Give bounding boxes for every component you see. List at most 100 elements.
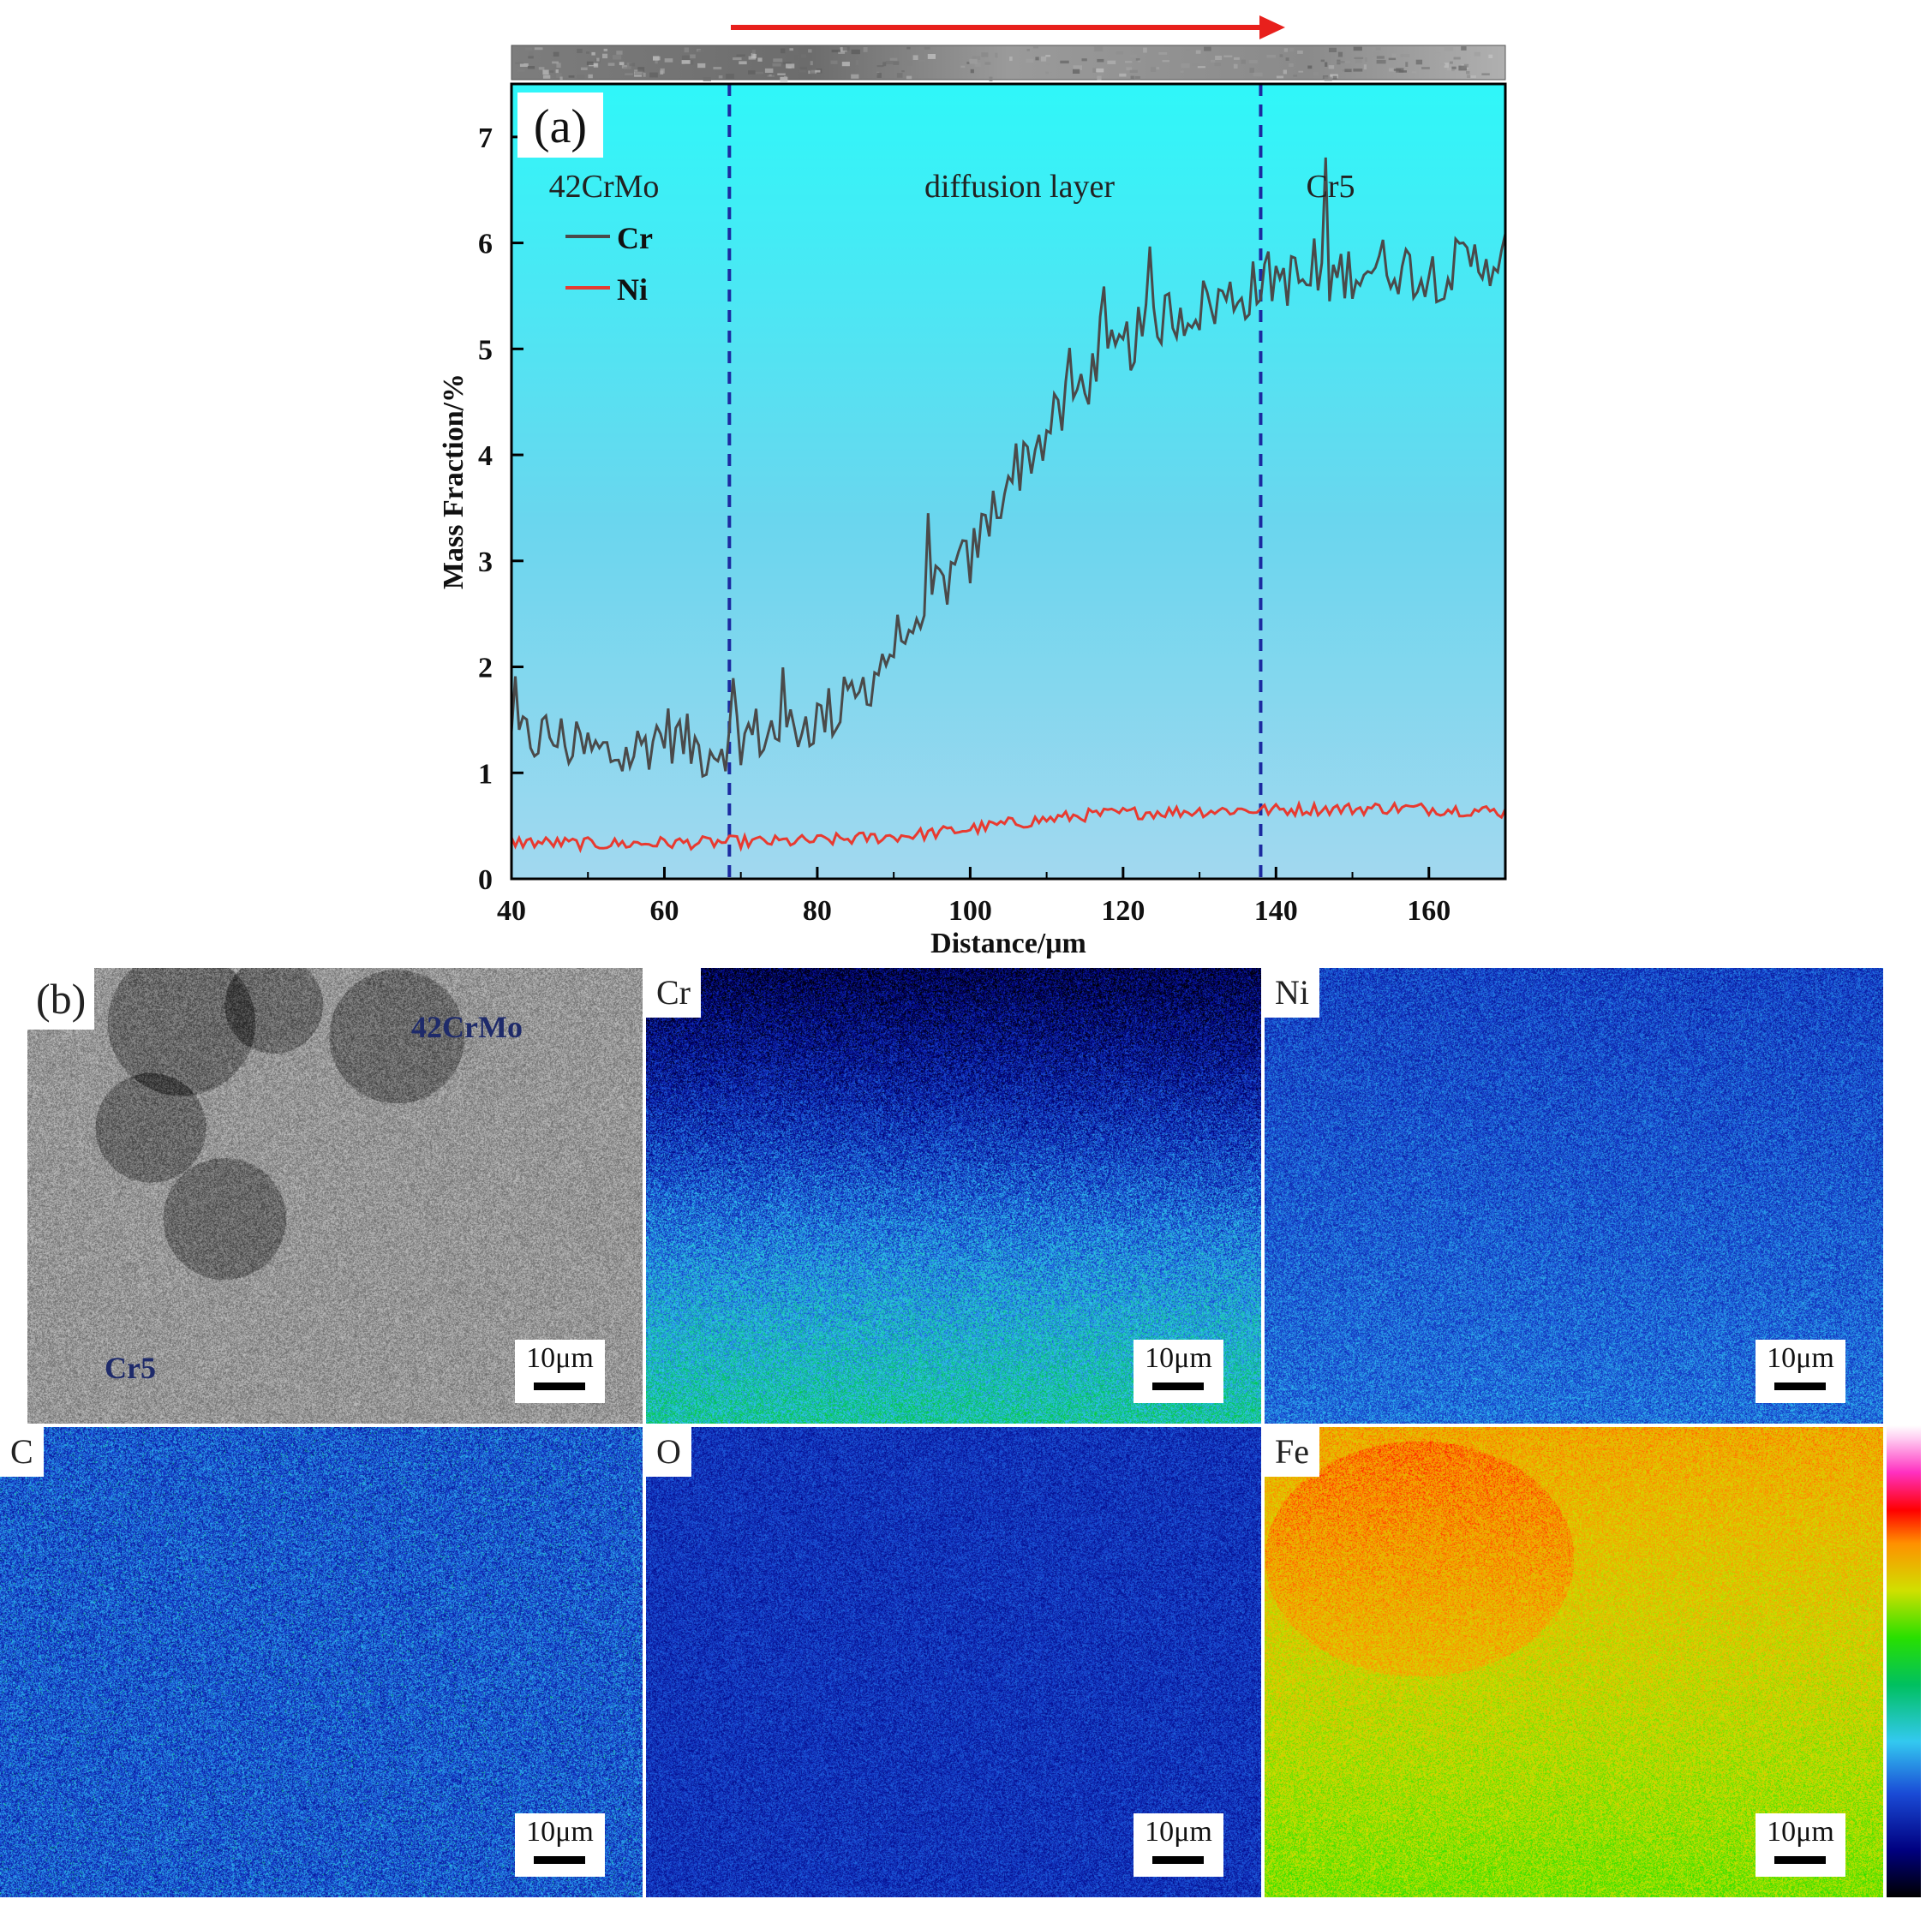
x-tick-label: 100	[948, 895, 992, 927]
strip-speckle	[890, 58, 898, 61]
strip-speckle	[635, 71, 644, 75]
strip-speckle	[1096, 69, 1104, 73]
strip-speckle	[739, 61, 746, 64]
scale-bar: 10μm	[1133, 1813, 1223, 1877]
strip-speckle	[1481, 73, 1489, 75]
scale-bar: 10μm	[515, 1813, 605, 1877]
panel-b-label: (b)	[27, 968, 94, 1030]
strip-speckle	[1097, 59, 1104, 63]
strip-speckle	[552, 62, 559, 64]
strip-speckle	[1325, 63, 1327, 68]
strip-speckle	[1329, 48, 1337, 52]
strip-speckle	[800, 67, 808, 69]
intensity-colorbar	[1887, 1425, 1921, 1897]
strip-speckle	[995, 53, 997, 58]
cr-map-label: Cr	[646, 968, 701, 1018]
strip-speckle	[690, 55, 696, 59]
x-tick-label: 60	[649, 895, 679, 927]
strip-speckle	[1181, 70, 1184, 73]
strip-speckle	[1329, 65, 1335, 69]
scale-bar-line	[1774, 1383, 1826, 1390]
strip-speckle	[625, 73, 633, 75]
strip-speckle	[713, 67, 721, 69]
strip-speckle	[971, 69, 974, 74]
strip-speckle	[1234, 57, 1240, 60]
strip-speckle	[864, 47, 868, 52]
strip-speckle	[1355, 58, 1362, 63]
scale-bar-label: 10μm	[515, 1815, 605, 1849]
strip-speckle	[1204, 47, 1211, 51]
strip-speckle	[832, 50, 840, 52]
strip-speckle	[906, 76, 912, 80]
strip-speckle	[1249, 60, 1258, 63]
strip-speckle	[893, 61, 899, 65]
strip-speckle	[757, 57, 762, 62]
strip-speckle	[1026, 59, 1033, 63]
strip-speckle	[542, 70, 548, 75]
strip-speckle	[1433, 52, 1441, 56]
strip-speckle	[886, 61, 894, 64]
ni-map-label: Ni	[1265, 968, 1319, 1018]
strip-speckle	[843, 46, 850, 51]
strip-speckle	[1136, 58, 1140, 61]
strip-speckle	[525, 48, 532, 51]
strip-speckle	[911, 75, 917, 78]
strip-speckle	[535, 47, 543, 50]
strip-speckle	[831, 61, 838, 64]
strip-speckle	[789, 48, 793, 51]
strip-speckle	[1389, 69, 1394, 72]
strip-speckle	[1447, 68, 1451, 70]
line-scan-chart: 40 60 80 100 120 140 16001234567 (a) 42CrMo di…	[0, 0, 1932, 959]
o-map: O 10μm	[646, 1427, 1261, 1897]
y-axis-title: Mass Fraction/%	[438, 373, 470, 589]
strip-speckle	[1293, 75, 1297, 77]
strip-speckle	[616, 51, 622, 55]
strip-speckle	[653, 57, 661, 61]
strip-speckle	[799, 69, 806, 73]
c-map: C 10μm	[0, 1427, 643, 1897]
strip-speckle	[801, 55, 806, 58]
strip-speckle	[1289, 48, 1294, 51]
strip-speckle	[1126, 67, 1132, 70]
strip-speckle	[1033, 46, 1038, 48]
strip-speckle	[719, 75, 723, 79]
legend-label-ni: Ni	[617, 272, 648, 307]
strip-speckle	[810, 61, 813, 65]
strip-speckle	[1377, 60, 1386, 64]
strip-speckle	[1092, 69, 1096, 73]
strip-speckle	[810, 69, 815, 75]
strip-speckle	[591, 52, 595, 56]
strip-speckle	[966, 62, 969, 64]
strip-speckle	[1307, 66, 1312, 69]
sem-tag-cr5: Cr5	[105, 1350, 156, 1386]
x-tick-label: 160	[1407, 895, 1450, 927]
strip-speckle	[737, 55, 745, 57]
strip-speckle	[924, 47, 930, 50]
strip-speckle	[1333, 76, 1337, 80]
strip-speckle	[753, 54, 757, 58]
strip-speckle	[1060, 61, 1068, 63]
strip-speckle	[613, 55, 621, 59]
scale-bar-line	[1774, 1856, 1826, 1864]
x-axis-title: Distance/μm	[930, 928, 1086, 959]
strip-speckle	[1215, 63, 1222, 66]
strip-speckle	[773, 63, 781, 67]
strip-speckle	[1082, 58, 1087, 61]
scale-bar-label: 10μm	[1756, 1815, 1845, 1849]
strip-speckle	[608, 63, 615, 66]
strip-speckle	[1365, 57, 1367, 62]
strip-speckle	[897, 73, 903, 78]
strip-speckle	[1377, 56, 1385, 58]
strip-speckle	[515, 63, 523, 64]
strip-speckle	[777, 74, 786, 75]
strip-speckle	[1198, 66, 1205, 68]
strip-speckle	[756, 72, 763, 75]
scan-direction-arrow	[731, 15, 1285, 39]
strip-speckle	[619, 62, 625, 65]
strip-speckle	[1338, 52, 1343, 57]
scale-bar-line	[1152, 1856, 1204, 1864]
strip-speckle	[1364, 64, 1367, 69]
strip-speckle	[1125, 61, 1132, 63]
scale-bar-label: 10μm	[1756, 1341, 1845, 1376]
panel-a-label: (a)	[534, 100, 587, 153]
